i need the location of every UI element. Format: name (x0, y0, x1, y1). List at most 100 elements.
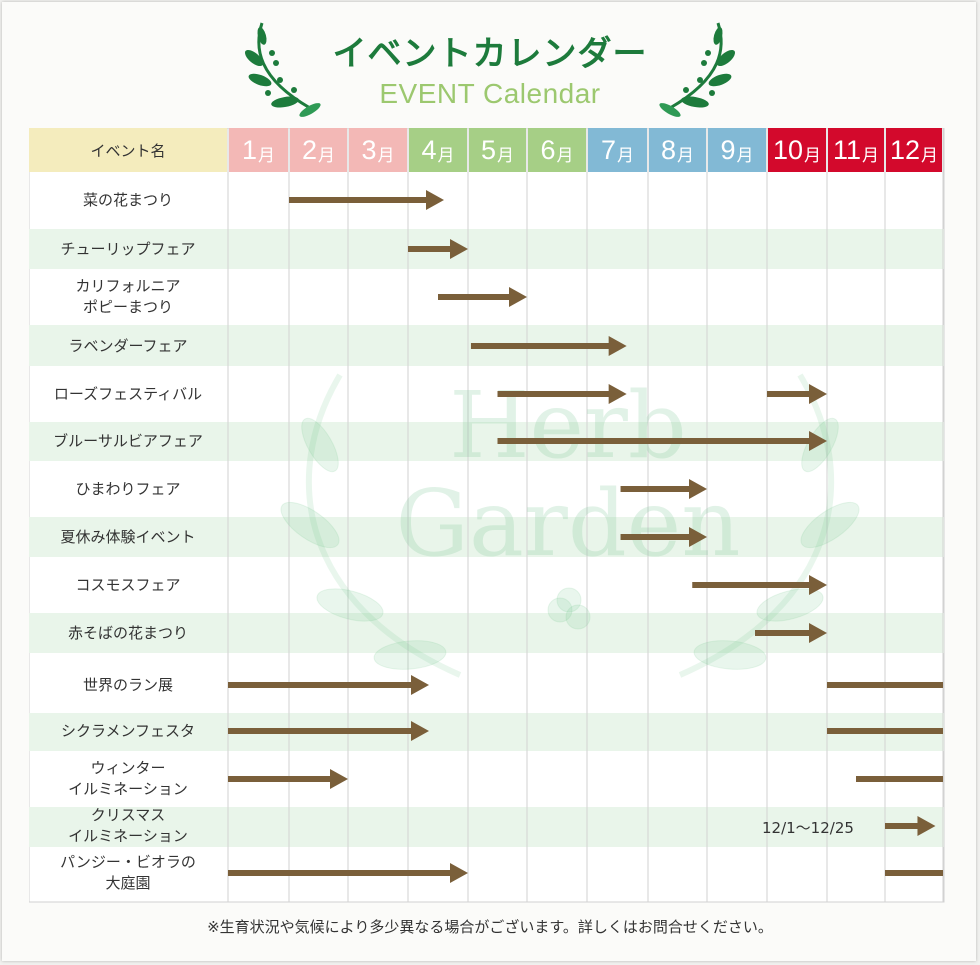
event-row-label: 夏休み体験イベント (29, 527, 227, 548)
arrow-head-icon (330, 769, 348, 789)
event-period-bar (228, 728, 413, 734)
event-name-line: 赤そばの花まつり (67, 623, 188, 642)
month-unit: 月 (377, 145, 395, 165)
event-period-bar (827, 682, 943, 688)
arrow-head-icon (809, 384, 827, 404)
month-number: 11 (832, 134, 862, 165)
event-period-bar (620, 534, 691, 540)
christmas-date-note: 12/1〜12/25 (762, 819, 854, 837)
event-period-bar (885, 823, 920, 829)
arrow-head-icon (509, 287, 527, 307)
month-unit: 月 (804, 145, 822, 165)
event-period-bar (856, 776, 943, 782)
laurel-right-icon (659, 22, 736, 117)
arrow-head-icon (689, 527, 707, 547)
event-row-label: ブルーサルビアフェア (29, 431, 227, 452)
event-name-line: 世界のラン展 (82, 675, 173, 694)
month-unit: 月 (258, 145, 276, 165)
event-name-line: ラベンダーフェア (68, 336, 188, 355)
month-number: 4 (421, 134, 437, 165)
event-row-label: ラベンダーフェア (29, 336, 227, 357)
row-stripe (29, 517, 944, 557)
event-name-line: パンジー・ビオラの (60, 853, 196, 871)
event-name-line: 大庭園 (105, 874, 151, 892)
month-unit: 月 (497, 145, 515, 165)
arrow-head-icon (809, 623, 827, 643)
event-name-line: イルミネーション (68, 827, 188, 845)
event-row-label: コスモスフェア (29, 575, 227, 596)
month-number: 2 (301, 134, 318, 165)
event-period-bar (755, 630, 811, 636)
month-number: 3 (361, 134, 377, 165)
event-period-bar (228, 682, 413, 688)
footnote: ※生育状況や気候により多少異なる場合がございます。詳しくはお問合せください。 (207, 918, 773, 936)
arrow-head-icon (608, 336, 627, 356)
month-unit: 月 (318, 145, 336, 165)
arrow-head-icon (450, 239, 468, 259)
event-row-label: ひまわりフェア (29, 479, 227, 500)
month-number: 6 (540, 134, 556, 165)
month-number: 12 (889, 134, 921, 165)
arrow-head-icon (426, 190, 444, 210)
event-period-bar (289, 197, 428, 203)
event-row-label: カリフォルニア ポピーまつり (29, 276, 227, 318)
month-header-12: 12 月 (886, 128, 942, 172)
event-period-bar (620, 486, 691, 492)
event-name-line: ブルーサルビアフェア (53, 431, 203, 450)
page-title: イベントカレンダー (332, 34, 648, 74)
arrow-head-icon (450, 863, 468, 883)
event-name-line: ウィンター (90, 759, 166, 777)
laurel-left-icon (244, 22, 321, 117)
month-number: 9 (720, 134, 736, 165)
event-period-bar (408, 246, 452, 252)
event-name-line: カリフォルニア (75, 277, 181, 295)
arrow-head-icon (608, 384, 627, 404)
event-name-line: チューリップフェア (60, 239, 196, 258)
month-number: 10 (772, 134, 804, 165)
watermark-text-garden: Garden (395, 470, 741, 577)
month-number: 5 (480, 134, 497, 165)
month-unit: 月 (677, 145, 695, 165)
event-name-line: ポピーまつり (82, 298, 173, 316)
event-name-header: イベント名 (29, 128, 227, 172)
month-number: 7 (600, 134, 617, 165)
month-unit: 月 (556, 145, 574, 165)
event-row-label: ローズフェスティバル (29, 384, 227, 405)
event-period-bar (438, 294, 511, 300)
event-row-label: 赤そばの花まつり (29, 623, 227, 644)
event-period-bar (497, 438, 811, 444)
event-row-label: チューリップフェア (29, 239, 227, 260)
page-subtitle: EVENT Calendar (379, 78, 601, 109)
month-number: 1 (241, 134, 258, 165)
event-name-line: イルミネーション (68, 780, 188, 798)
event-period-bar (767, 391, 811, 397)
event-period-bar (228, 870, 452, 876)
arrow-head-icon (689, 479, 707, 499)
event-period-bar (827, 728, 943, 734)
event-row-label: ウィンターイルミネーション (29, 758, 227, 800)
month-unit: 月 (921, 145, 939, 165)
arrow-head-icon (809, 575, 827, 595)
event-name-line: 夏休み体験イベント (60, 527, 196, 546)
arrow-head-icon (917, 816, 936, 836)
row-stripe (29, 229, 944, 269)
event-name-line: クリスマス (90, 806, 166, 824)
month-number: 8 (660, 134, 677, 165)
event-row-label: 菜の花まつり (29, 190, 227, 211)
event-row-label: パンジー・ビオラの 大庭園 (29, 852, 227, 894)
month-header-10: 10 月 (768, 128, 826, 172)
event-row-label: 世界のラン展 (29, 675, 227, 696)
event-name-line: シクラメンフェスタ (60, 721, 196, 740)
month-unit: 月 (862, 145, 880, 165)
month-unit: 月 (736, 145, 754, 165)
month-header-11: 11 月 (828, 128, 884, 172)
